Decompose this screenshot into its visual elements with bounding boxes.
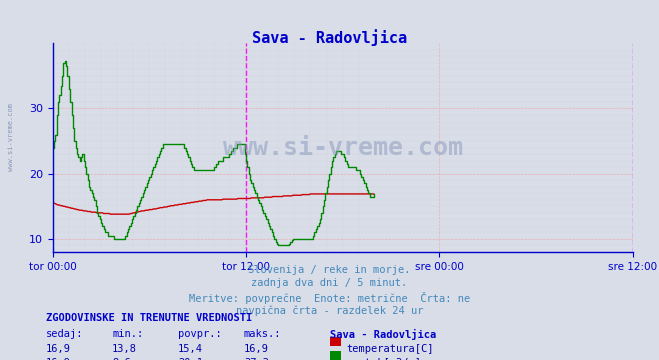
Text: 16,9: 16,9 (46, 344, 71, 354)
Text: sedaj:: sedaj: (46, 329, 84, 339)
Text: 20,1: 20,1 (178, 358, 203, 360)
Text: 16,9: 16,9 (46, 358, 71, 360)
Text: navpična črta - razdelek 24 ur: navpična črta - razdelek 24 ur (236, 306, 423, 316)
Text: ZGODOVINSKE IN TRENUTNE VREDNOSTI: ZGODOVINSKE IN TRENUTNE VREDNOSTI (46, 313, 252, 323)
Text: www.si-vreme.com: www.si-vreme.com (8, 103, 14, 171)
Text: 16,9: 16,9 (244, 344, 269, 354)
Text: 15,4: 15,4 (178, 344, 203, 354)
Text: Sava - Radovljica: Sava - Radovljica (330, 329, 436, 341)
Text: 8,6: 8,6 (112, 358, 130, 360)
Text: 13,8: 13,8 (112, 344, 137, 354)
Text: Sava - Radovljica: Sava - Radovljica (252, 29, 407, 46)
Text: www.si-vreme.com: www.si-vreme.com (223, 136, 463, 159)
Text: maks.:: maks.: (244, 329, 281, 339)
Text: zadnja dva dni / 5 minut.: zadnja dva dni / 5 minut. (251, 278, 408, 288)
Text: temperatura[C]: temperatura[C] (346, 344, 434, 354)
Text: pretok[m3/s]: pretok[m3/s] (346, 358, 421, 360)
Text: Meritve: povprečne  Enote: metrične  Črta: ne: Meritve: povprečne Enote: metrične Črta:… (189, 292, 470, 304)
Text: povpr.:: povpr.: (178, 329, 221, 339)
Text: Slovenija / reke in morje.: Slovenija / reke in morje. (248, 265, 411, 275)
Text: 37,3: 37,3 (244, 358, 269, 360)
Text: min.:: min.: (112, 329, 143, 339)
